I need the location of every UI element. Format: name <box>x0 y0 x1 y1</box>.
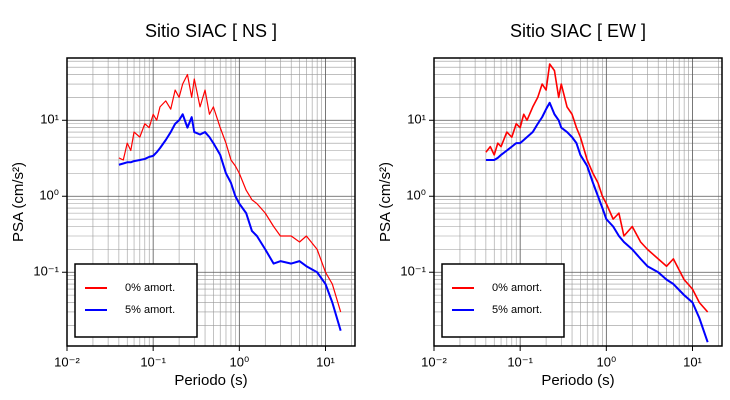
chart-title: Sitio SIAC [ NS ] <box>145 21 277 41</box>
legend-box <box>74 263 198 338</box>
legend-label: 0% amort. <box>125 282 175 294</box>
plot-frame <box>66 57 356 347</box>
legend-label: 0% amort. <box>492 282 542 294</box>
y-tick-label: 10⁻¹ <box>33 264 59 279</box>
legend-label: 5% amort. <box>492 304 542 316</box>
data-line <box>485 63 709 313</box>
y-tick-label: 10⁰ <box>39 188 59 203</box>
chart-title: Sitio SIAC [ EW ] <box>510 21 646 41</box>
y-tick-label: 10¹ <box>407 112 426 127</box>
y-axis-label: PSA (cm/s²) <box>377 162 394 242</box>
legend-box <box>441 263 565 338</box>
data-line <box>118 73 342 313</box>
x-axis-label: Periodo (s) <box>541 372 614 389</box>
y-tick-label: 10¹ <box>40 112 59 127</box>
x-tick-label: 10⁻² <box>421 354 447 369</box>
data-line <box>485 101 709 343</box>
x-tick-label: 10⁻¹ <box>140 354 166 369</box>
x-tick-label: 10¹ <box>316 354 335 369</box>
x-tick-label: 10⁰ <box>229 354 249 369</box>
plot-frame <box>433 57 723 347</box>
x-tick-label: 10¹ <box>683 354 702 369</box>
x-tick-label: 10⁰ <box>596 354 616 369</box>
legend-label: 5% amort. <box>125 304 175 316</box>
x-axis-label: Periodo (s) <box>174 372 247 389</box>
x-tick-label: 10⁻¹ <box>507 354 533 369</box>
y-tick-label: 10⁰ <box>406 188 426 203</box>
data-line <box>118 113 342 332</box>
x-tick-label: 10⁻² <box>54 354 80 369</box>
y-axis-label: PSA (cm/s²) <box>10 162 27 242</box>
y-tick-label: 10⁻¹ <box>400 264 426 279</box>
